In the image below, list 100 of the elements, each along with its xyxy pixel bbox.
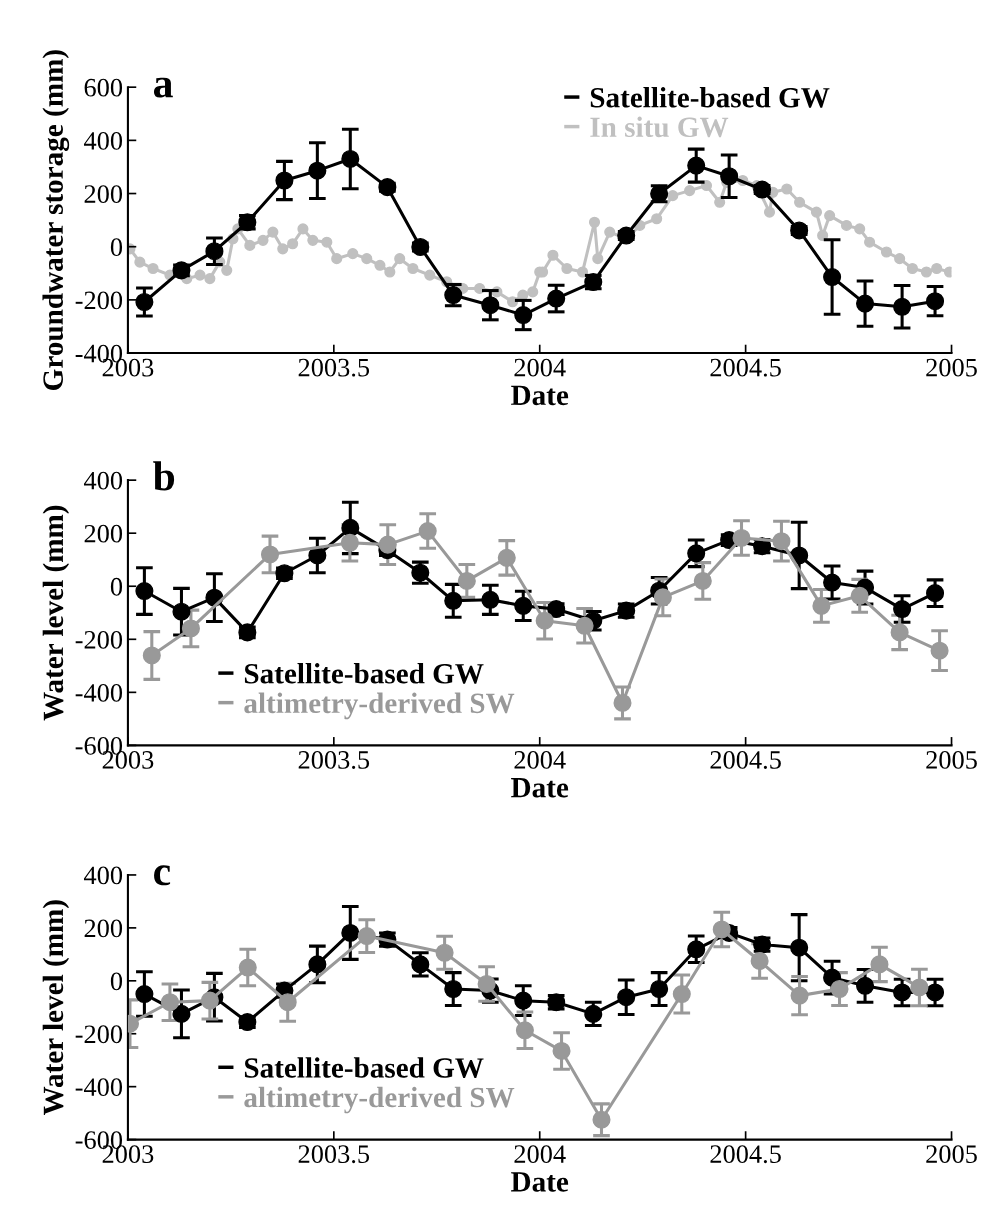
point (687, 156, 706, 175)
point (444, 591, 463, 610)
point (790, 986, 809, 1005)
y-tick-label: 200 (84, 185, 123, 203)
y-tick-label: 600 (84, 78, 123, 97)
y-tick-label: -200 (75, 630, 123, 649)
point (672, 985, 691, 1004)
point (341, 149, 360, 168)
x-tick-label: 2005 (926, 1145, 977, 1164)
point (870, 955, 889, 974)
point (238, 958, 257, 977)
point (535, 611, 554, 630)
x-axis-title: Date (511, 385, 569, 406)
y-tick-label: -200 (75, 291, 123, 310)
point (135, 985, 154, 1004)
point (481, 590, 500, 609)
x-axis-title: Date (511, 778, 569, 798)
point (142, 646, 161, 665)
point (850, 586, 869, 605)
annotation: c (154, 865, 171, 886)
point (444, 286, 463, 305)
point (592, 1110, 611, 1129)
point (613, 693, 632, 712)
point (135, 292, 154, 312)
point (552, 1041, 571, 1060)
point (200, 991, 219, 1010)
legend-label: In situ GW (590, 116, 729, 138)
point (750, 951, 769, 970)
y-axis-title: Water level (mm) (42, 505, 70, 721)
point (910, 978, 929, 997)
x-tick-label: 2005 (926, 358, 977, 377)
point (926, 292, 945, 311)
point (378, 178, 397, 197)
x-tick-label: 2004 (514, 358, 566, 377)
y-tick-label: -400 (75, 683, 123, 702)
point (340, 533, 359, 552)
y-tick-label: 400 (83, 866, 123, 885)
point (584, 1004, 603, 1023)
x-tick-label: 2003.5 (298, 358, 370, 377)
y-axis-title: Groundwater storage (mm) (42, 50, 70, 390)
point (930, 641, 949, 660)
point (457, 571, 476, 590)
y-tick-label: 200 (84, 919, 123, 938)
y-tick-label: 400 (83, 471, 123, 490)
point (481, 296, 500, 315)
y-tick-label: 400 (83, 131, 123, 150)
point (172, 1004, 191, 1023)
point (693, 571, 712, 590)
point (160, 993, 179, 1012)
point (856, 294, 875, 313)
point (515, 1021, 534, 1040)
point (830, 979, 849, 999)
x-tick-label: 2003.5 (298, 1145, 370, 1164)
x-tick-label: 2004.5 (710, 358, 781, 377)
point (357, 927, 376, 946)
point (435, 943, 454, 962)
point (926, 584, 945, 603)
point (772, 532, 791, 551)
point (514, 596, 533, 615)
x-tick-label: 2004.5 (710, 751, 781, 769)
point (275, 171, 294, 190)
point (732, 528, 751, 548)
point (135, 581, 154, 601)
annotation: b (153, 461, 175, 491)
annotation: a (153, 77, 173, 98)
y-tick-label: 0 (110, 577, 123, 596)
point (926, 983, 945, 1002)
point (278, 993, 297, 1012)
legend-label: Satellite-based GW (244, 1057, 484, 1078)
point (181, 619, 200, 638)
point (341, 518, 360, 537)
x-tick-label: 2005 (926, 751, 977, 769)
x-tick-label: 2004 (514, 751, 566, 769)
point (893, 600, 912, 619)
point (617, 226, 636, 245)
point (497, 548, 516, 567)
point (790, 938, 809, 957)
point (260, 545, 280, 564)
x-tick-label: 2004 (514, 1145, 566, 1164)
point (477, 974, 496, 994)
point (341, 923, 360, 942)
legend-label: Satellite-based GW (244, 663, 484, 684)
point (687, 544, 706, 563)
point (812, 596, 831, 615)
x-tick-label: 2004.5 (710, 1145, 781, 1164)
point (411, 955, 430, 974)
legend-label: altimetry-derived SW (244, 692, 515, 720)
point (172, 602, 191, 621)
point (514, 991, 533, 1010)
point (205, 242, 224, 261)
point (890, 623, 909, 642)
point (687, 940, 706, 959)
point (650, 979, 669, 999)
point (856, 976, 875, 995)
legend-label: altimetry-derived SW (244, 1086, 515, 1114)
point (444, 979, 463, 999)
point (514, 306, 533, 325)
point (617, 988, 636, 1007)
y-tick-label: -200 (75, 1025, 123, 1044)
legend-label: Satellite-based GW (590, 87, 830, 108)
